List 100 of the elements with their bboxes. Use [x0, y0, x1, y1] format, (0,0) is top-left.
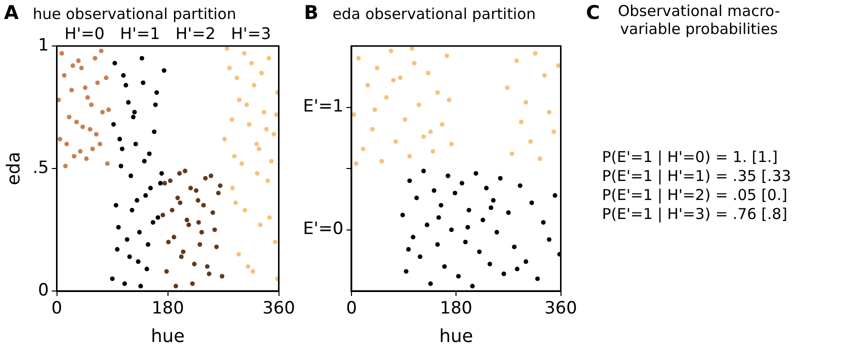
- point: [140, 56, 144, 61]
- point: [220, 274, 224, 279]
- point: [142, 158, 147, 164]
- point: [512, 244, 517, 250]
- point: [480, 218, 486, 222]
- text: C: [586, 2, 600, 24]
- text: P(E'=1 | H'=1) = .35 [.33: [602, 167, 792, 186]
- chart-title: hue observational partition: [32, 5, 236, 23]
- point: [120, 146, 124, 152]
- point: [430, 149, 436, 154]
- y-tick-label: E'=0: [302, 219, 344, 240]
- point: [233, 200, 238, 206]
- point: [89, 102, 94, 108]
- point: [266, 56, 272, 61]
- y-tick-label: 1: [38, 35, 49, 56]
- point: [152, 129, 157, 134]
- point: [274, 112, 279, 117]
- point: [442, 264, 447, 269]
- x-tick-label: 360: [544, 298, 578, 319]
- point: [114, 247, 120, 252]
- point: [272, 132, 276, 136]
- point: [133, 142, 138, 146]
- point: [440, 122, 444, 127]
- point: [436, 215, 441, 220]
- text: P(E'=1 | H'=3) = .76 [.8]: [602, 205, 788, 224]
- point: [262, 110, 266, 114]
- point: [79, 66, 84, 70]
- point: [407, 178, 412, 184]
- point: [528, 139, 533, 144]
- point: [546, 237, 552, 242]
- point: [466, 208, 472, 212]
- text: P(E'=1 | H'=0) = 1. [1.]: [602, 148, 779, 167]
- point: [404, 269, 408, 274]
- point: [114, 202, 118, 208]
- point: [444, 54, 450, 58]
- point: [130, 114, 136, 120]
- point: [128, 174, 134, 178]
- point: [524, 259, 528, 264]
- point: [424, 222, 430, 228]
- point: [156, 215, 160, 220]
- point: [172, 234, 176, 240]
- point: [58, 136, 62, 142]
- point: [432, 188, 436, 193]
- point: [259, 70, 264, 76]
- point: [360, 146, 366, 152]
- point: [116, 225, 121, 230]
- text: H'=2: [176, 24, 216, 43]
- point: [236, 252, 241, 257]
- point: [252, 82, 256, 88]
- point: [538, 156, 542, 161]
- point: [460, 180, 464, 186]
- point: [160, 212, 166, 218]
- point: [541, 220, 546, 225]
- point: [66, 114, 72, 120]
- point: [126, 100, 131, 105]
- point: [74, 120, 79, 124]
- point: [188, 186, 193, 190]
- point: [456, 274, 461, 279]
- y-axis-title: eda: [3, 152, 24, 186]
- point: [406, 247, 411, 252]
- point: [398, 76, 403, 80]
- x-tick-label: 180: [440, 298, 472, 319]
- point: [265, 178, 270, 184]
- x-tick-label: 360: [262, 298, 296, 319]
- point: [196, 220, 201, 225]
- point: [514, 266, 520, 272]
- point: [400, 212, 405, 218]
- text: H'=3: [231, 24, 272, 43]
- point: [154, 90, 159, 95]
- point: [136, 259, 141, 264]
- text: H'=0: [64, 24, 105, 43]
- point: [144, 266, 150, 272]
- point: [210, 210, 216, 215]
- point: [59, 51, 64, 56]
- point: [449, 142, 454, 146]
- point: [272, 240, 278, 244]
- point: [140, 80, 146, 86]
- text: B: [304, 2, 318, 24]
- point: [250, 269, 256, 274]
- point: [463, 240, 468, 244]
- text: H'=1: [120, 24, 160, 43]
- point: [198, 242, 202, 247]
- point: [518, 183, 522, 188]
- point: [535, 276, 540, 282]
- point: [76, 58, 81, 63]
- point: [98, 48, 104, 54]
- point: [121, 73, 126, 78]
- point: [414, 196, 419, 200]
- point: [63, 164, 68, 168]
- point: [246, 122, 252, 127]
- point: [147, 152, 152, 156]
- point: [256, 146, 262, 152]
- point: [267, 215, 272, 220]
- point: [222, 136, 227, 142]
- point: [117, 136, 122, 142]
- point: [227, 66, 232, 70]
- point: [438, 202, 444, 208]
- point: [182, 168, 188, 174]
- point: [146, 242, 150, 247]
- point: [82, 85, 88, 90]
